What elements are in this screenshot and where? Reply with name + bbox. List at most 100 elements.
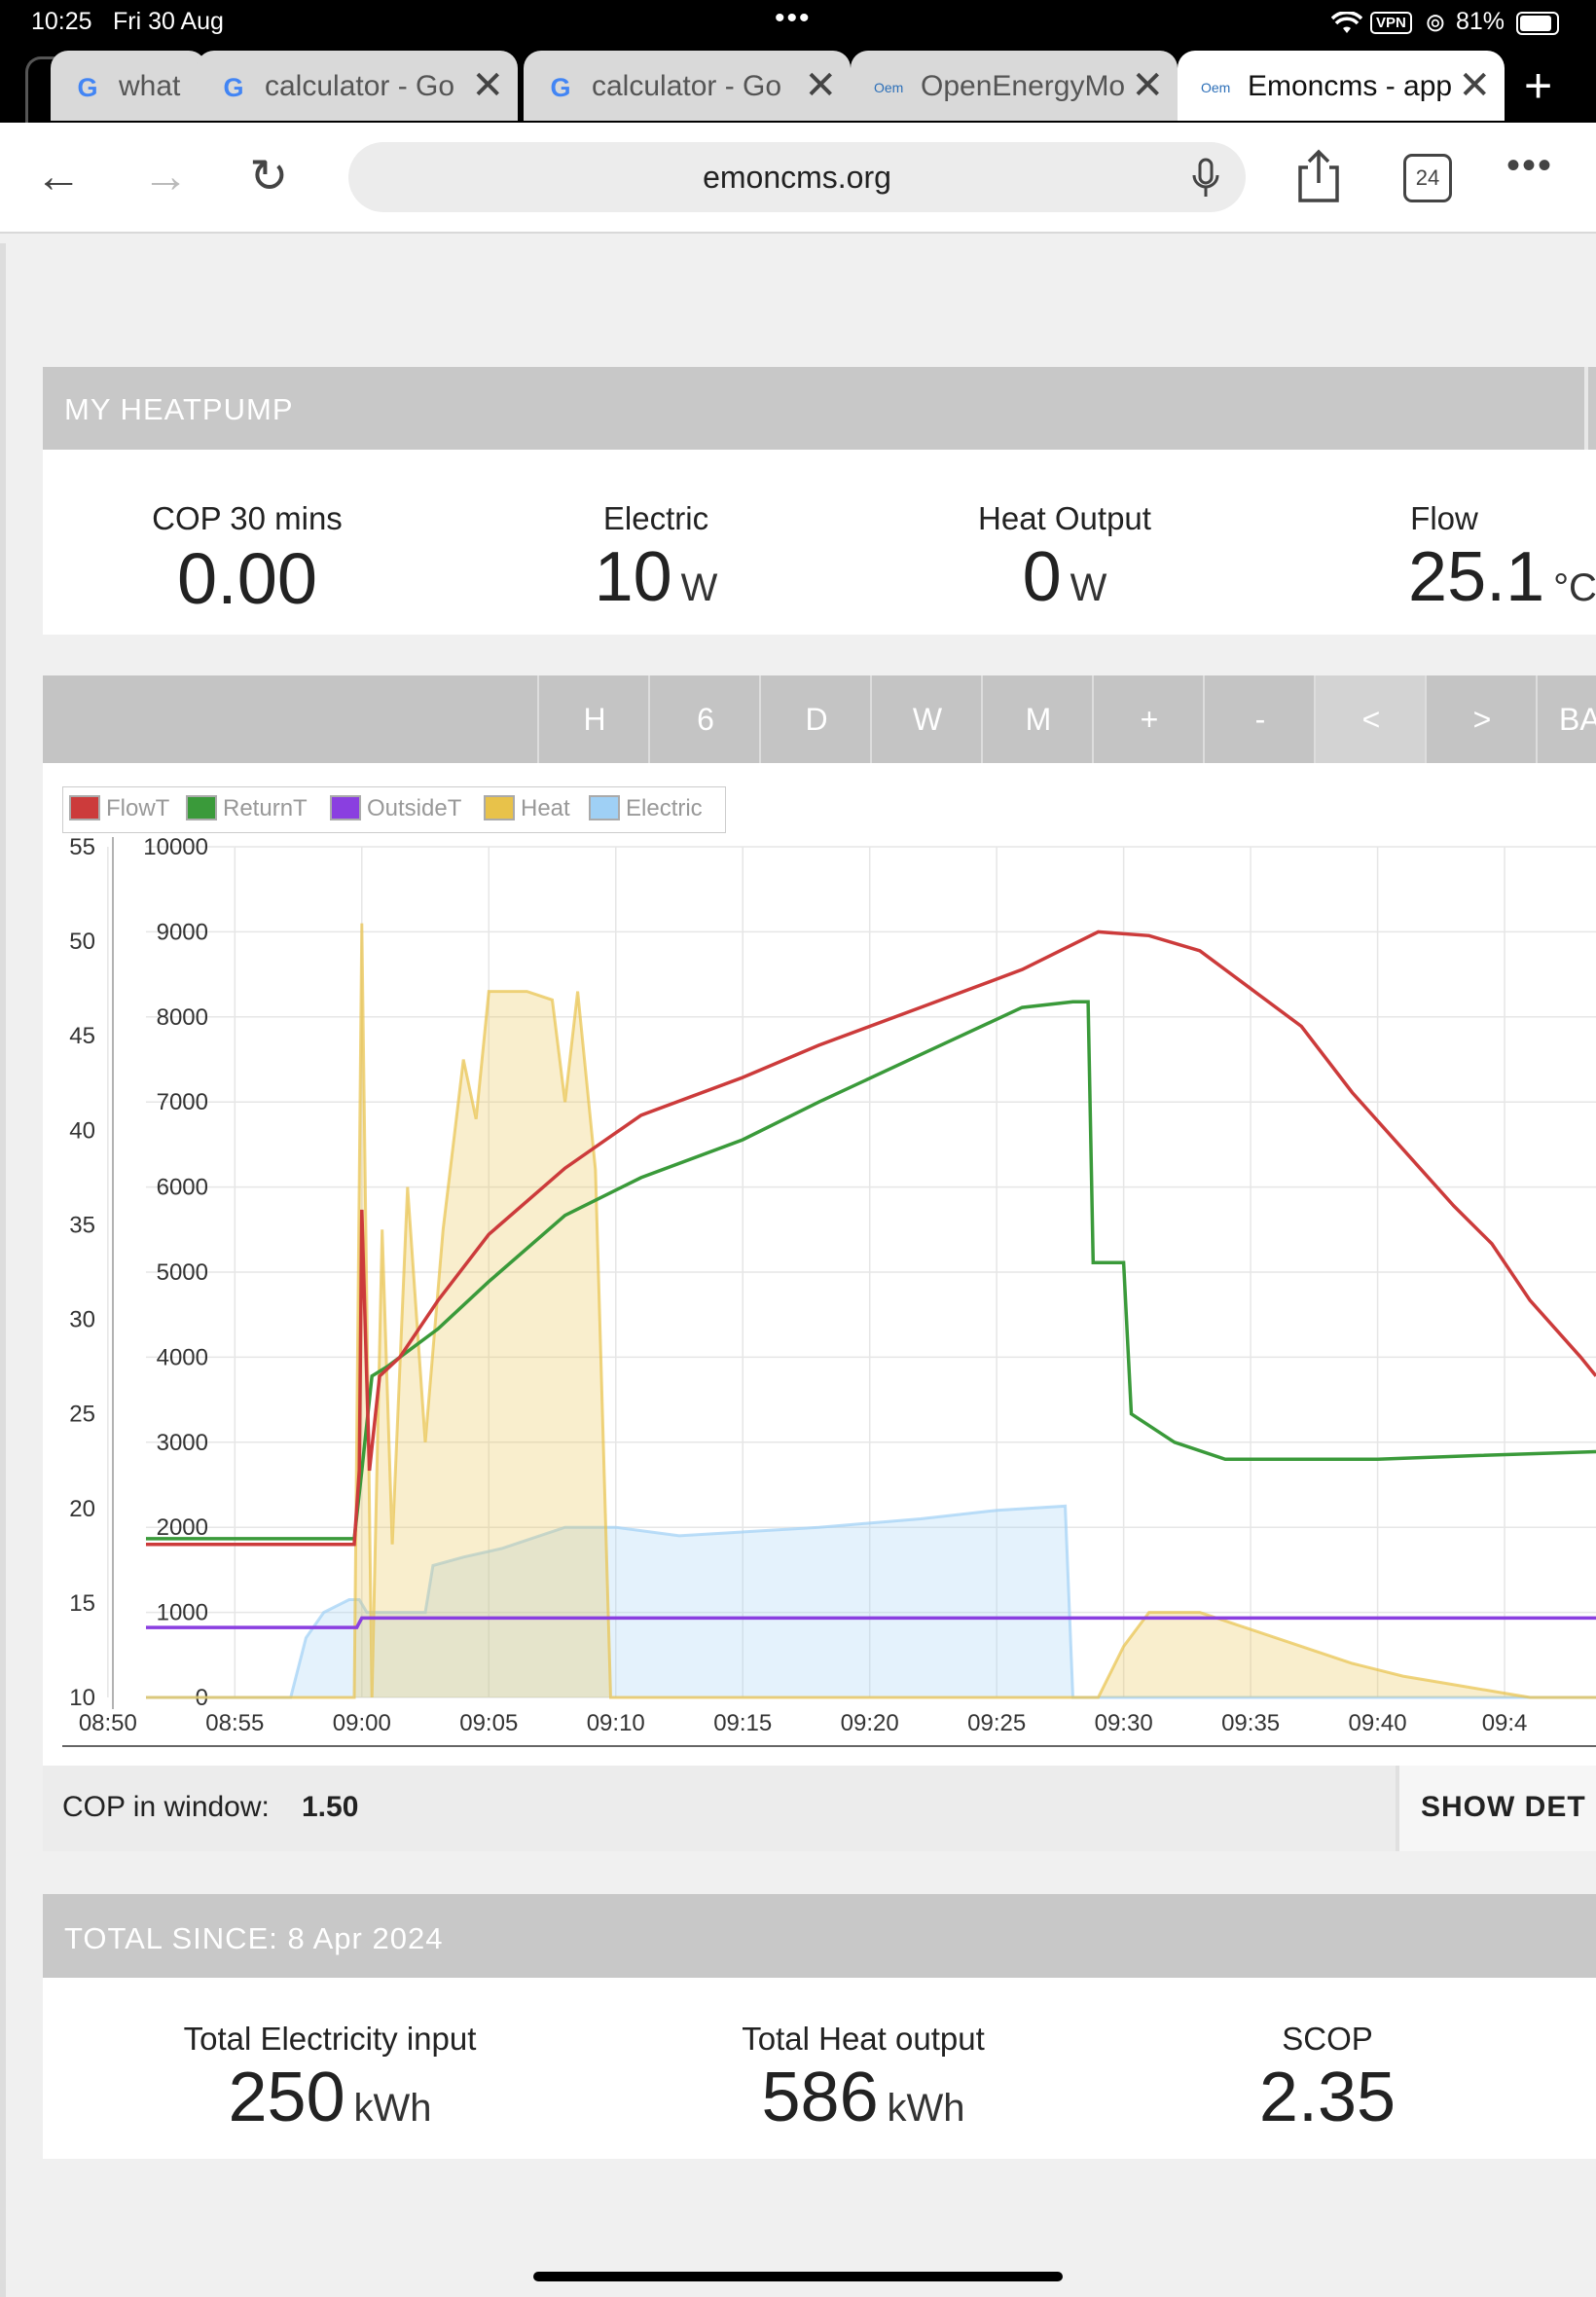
show-details-label: SHOW DET xyxy=(1421,1791,1586,1823)
y-right-tick-label: 10000 xyxy=(143,834,208,860)
x-tick-label: 09:00 xyxy=(333,1710,391,1736)
zoom-in-button[interactable]: + xyxy=(1092,675,1205,763)
y-right-tick-label: 9000 xyxy=(157,919,208,945)
x-tick-label: 09:4 xyxy=(1482,1710,1528,1736)
total-electricity: Total Electricity input 250 kWh xyxy=(43,2021,617,2137)
address-field[interactable]: emoncms.org xyxy=(348,142,1246,212)
tab-label: Emoncms - app xyxy=(1248,70,1453,102)
oem-icon: Oem xyxy=(874,80,904,95)
zoom-out-button[interactable]: - xyxy=(1203,675,1316,763)
x-tick-label: 08:55 xyxy=(205,1710,264,1736)
series-line-heat xyxy=(146,923,1596,1699)
new-tab-icon[interactable]: + xyxy=(1524,58,1553,113)
range-week-button[interactable]: W xyxy=(870,675,983,763)
x-tick-label: 09:30 xyxy=(1095,1710,1153,1736)
pan-left-button[interactable]: < xyxy=(1314,675,1427,763)
pan-right-button[interactable]: > xyxy=(1425,675,1538,763)
series-area-electric xyxy=(146,1506,1596,1697)
battery-percent: 81% xyxy=(1456,8,1505,35)
y-right-tick-label: 4000 xyxy=(157,1344,208,1370)
tab-calculator-2[interactable]: G calculator - Go ✕ xyxy=(524,51,851,121)
range-6hour-button[interactable]: 6 xyxy=(648,675,761,763)
cop-window-label: COP in window: xyxy=(62,1791,270,1823)
x-tick-label: 09:05 xyxy=(459,1710,518,1736)
totals-header: TOTAL SINCE: 8 Apr 2024 xyxy=(43,1894,1596,1978)
legend-swatch-electric xyxy=(589,795,620,820)
range-day-button[interactable]: D xyxy=(759,675,872,763)
tab-openenergymonitor[interactable]: Oem OpenEnergyMo ✕ xyxy=(851,51,1178,121)
x-tick-label: 09:35 xyxy=(1221,1710,1280,1736)
back-icon[interactable]: ← xyxy=(35,151,82,202)
chart-legend: FlowT ReturnT OutsideT Heat Electric xyxy=(62,786,726,833)
oem-icon: Oem xyxy=(1201,80,1231,95)
total-label: Total Electricity input xyxy=(183,2021,477,2057)
share-icon[interactable] xyxy=(1294,148,1343,204)
history-chart[interactable]: 08:50 08:55 09:00 09:05 09:10 09:15 09:20 09:25… xyxy=(0,818,1596,1752)
y-right-tick-label: 5000 xyxy=(157,1259,208,1286)
show-details-button[interactable]: SHOW DET xyxy=(1396,1766,1596,1851)
y-left-tick-label: 15 xyxy=(69,1590,95,1617)
tab-strip: G what G calculator - Go ✕ G calculator … xyxy=(0,47,1596,124)
back-button[interactable]: BA xyxy=(1536,675,1596,763)
stat-label: Flow xyxy=(1410,500,1478,536)
tab-label: OpenEnergyMo xyxy=(921,70,1126,102)
y-left-tick-label: 30 xyxy=(69,1307,95,1333)
totals-title: TOTAL SINCE: 8 Apr 2024 xyxy=(64,1921,444,1955)
chart-panel xyxy=(43,763,1596,1766)
forward-icon[interactable]: → xyxy=(142,151,189,202)
stat-heat-output: Heat Output 0 W xyxy=(860,500,1269,617)
stat-value: 25.1 xyxy=(1408,538,1545,616)
x-tick-label: 09:10 xyxy=(587,1710,645,1736)
navigation-bar: ← → ↻ emoncms.org 24 ••• xyxy=(0,123,1596,234)
stat-label: Heat Output xyxy=(978,500,1151,536)
total-label: SCOP xyxy=(1282,2021,1373,2057)
stat-value: 10 xyxy=(594,538,672,616)
y-right-tick-label: 1000 xyxy=(157,1600,208,1626)
total-heat: Total Heat output 586 kWh xyxy=(576,2021,1150,2137)
stat-unit: W xyxy=(1070,566,1107,609)
stat-label: COP 30 mins xyxy=(152,500,343,536)
x-tick-label: 09:15 xyxy=(713,1710,772,1736)
more-options-icon[interactable]: ••• xyxy=(1506,144,1554,187)
total-unit: kWh xyxy=(353,2087,432,2130)
multitask-dots[interactable]: ••• xyxy=(775,2,812,34)
google-icon: G xyxy=(550,73,571,102)
legend-heat: Heat xyxy=(521,795,570,821)
cop-window-bar: COP in window: 1.50 SHOW DET xyxy=(43,1766,1596,1851)
heatpump-stats: COP 30 mins 0.00 Electric 10 W Heat Outp… xyxy=(43,450,1596,635)
stat-unit: W xyxy=(680,566,718,609)
reload-icon[interactable]: ↻ xyxy=(249,151,289,202)
close-tab-icon[interactable]: ✕ xyxy=(471,64,504,107)
total-value: 586 xyxy=(761,2059,879,2136)
y-right-tick-label: 7000 xyxy=(157,1089,208,1115)
y-left-tick-label: 50 xyxy=(69,929,95,955)
range-month-button[interactable]: M xyxy=(981,675,1094,763)
y-left-tick-label: 25 xyxy=(69,1402,95,1428)
x-tick-label: 08:50 xyxy=(79,1710,137,1736)
status-bar: 10:25 Fri 30 Aug ••• VPN ⊚ 81% xyxy=(0,0,1596,47)
tab-calculator-1[interactable]: G calculator - Go ✕ xyxy=(197,51,518,121)
close-tab-icon[interactable]: ✕ xyxy=(804,64,837,107)
legend-flowt: FlowT xyxy=(106,795,170,821)
stat-flow: Flow 25.1 °C xyxy=(1298,500,1596,617)
range-hour-button[interactable]: H xyxy=(537,675,650,763)
battery-icon xyxy=(1516,12,1559,35)
close-tab-icon[interactable]: ✕ xyxy=(1458,64,1491,107)
total-value: 250 xyxy=(228,2059,345,2136)
tab-count-button[interactable]: 24 xyxy=(1403,154,1452,202)
tab-what[interactable]: G what xyxy=(51,51,206,121)
stacked-tabs-icon[interactable] xyxy=(25,56,67,124)
close-tab-icon[interactable]: ✕ xyxy=(1131,64,1164,107)
microphone-icon[interactable] xyxy=(1191,158,1220,199)
x-tick-label: 09:40 xyxy=(1349,1710,1407,1736)
home-indicator[interactable] xyxy=(533,2272,1063,2281)
heatpump-title: MY HEATPUMP xyxy=(64,392,294,426)
legend-returnt: ReturnT xyxy=(223,795,308,821)
y-left-tick-label: 45 xyxy=(69,1023,95,1049)
vpn-badge: VPN xyxy=(1370,12,1412,34)
tab-emoncms-active[interactable]: Oem Emoncms - app ✕ xyxy=(1178,51,1505,121)
x-tick-label: 09:20 xyxy=(841,1710,899,1736)
screen-lock-icon: ⊚ xyxy=(1425,8,1446,37)
y-right-tick-label: 8000 xyxy=(157,1004,208,1031)
page-edge xyxy=(0,243,6,2297)
